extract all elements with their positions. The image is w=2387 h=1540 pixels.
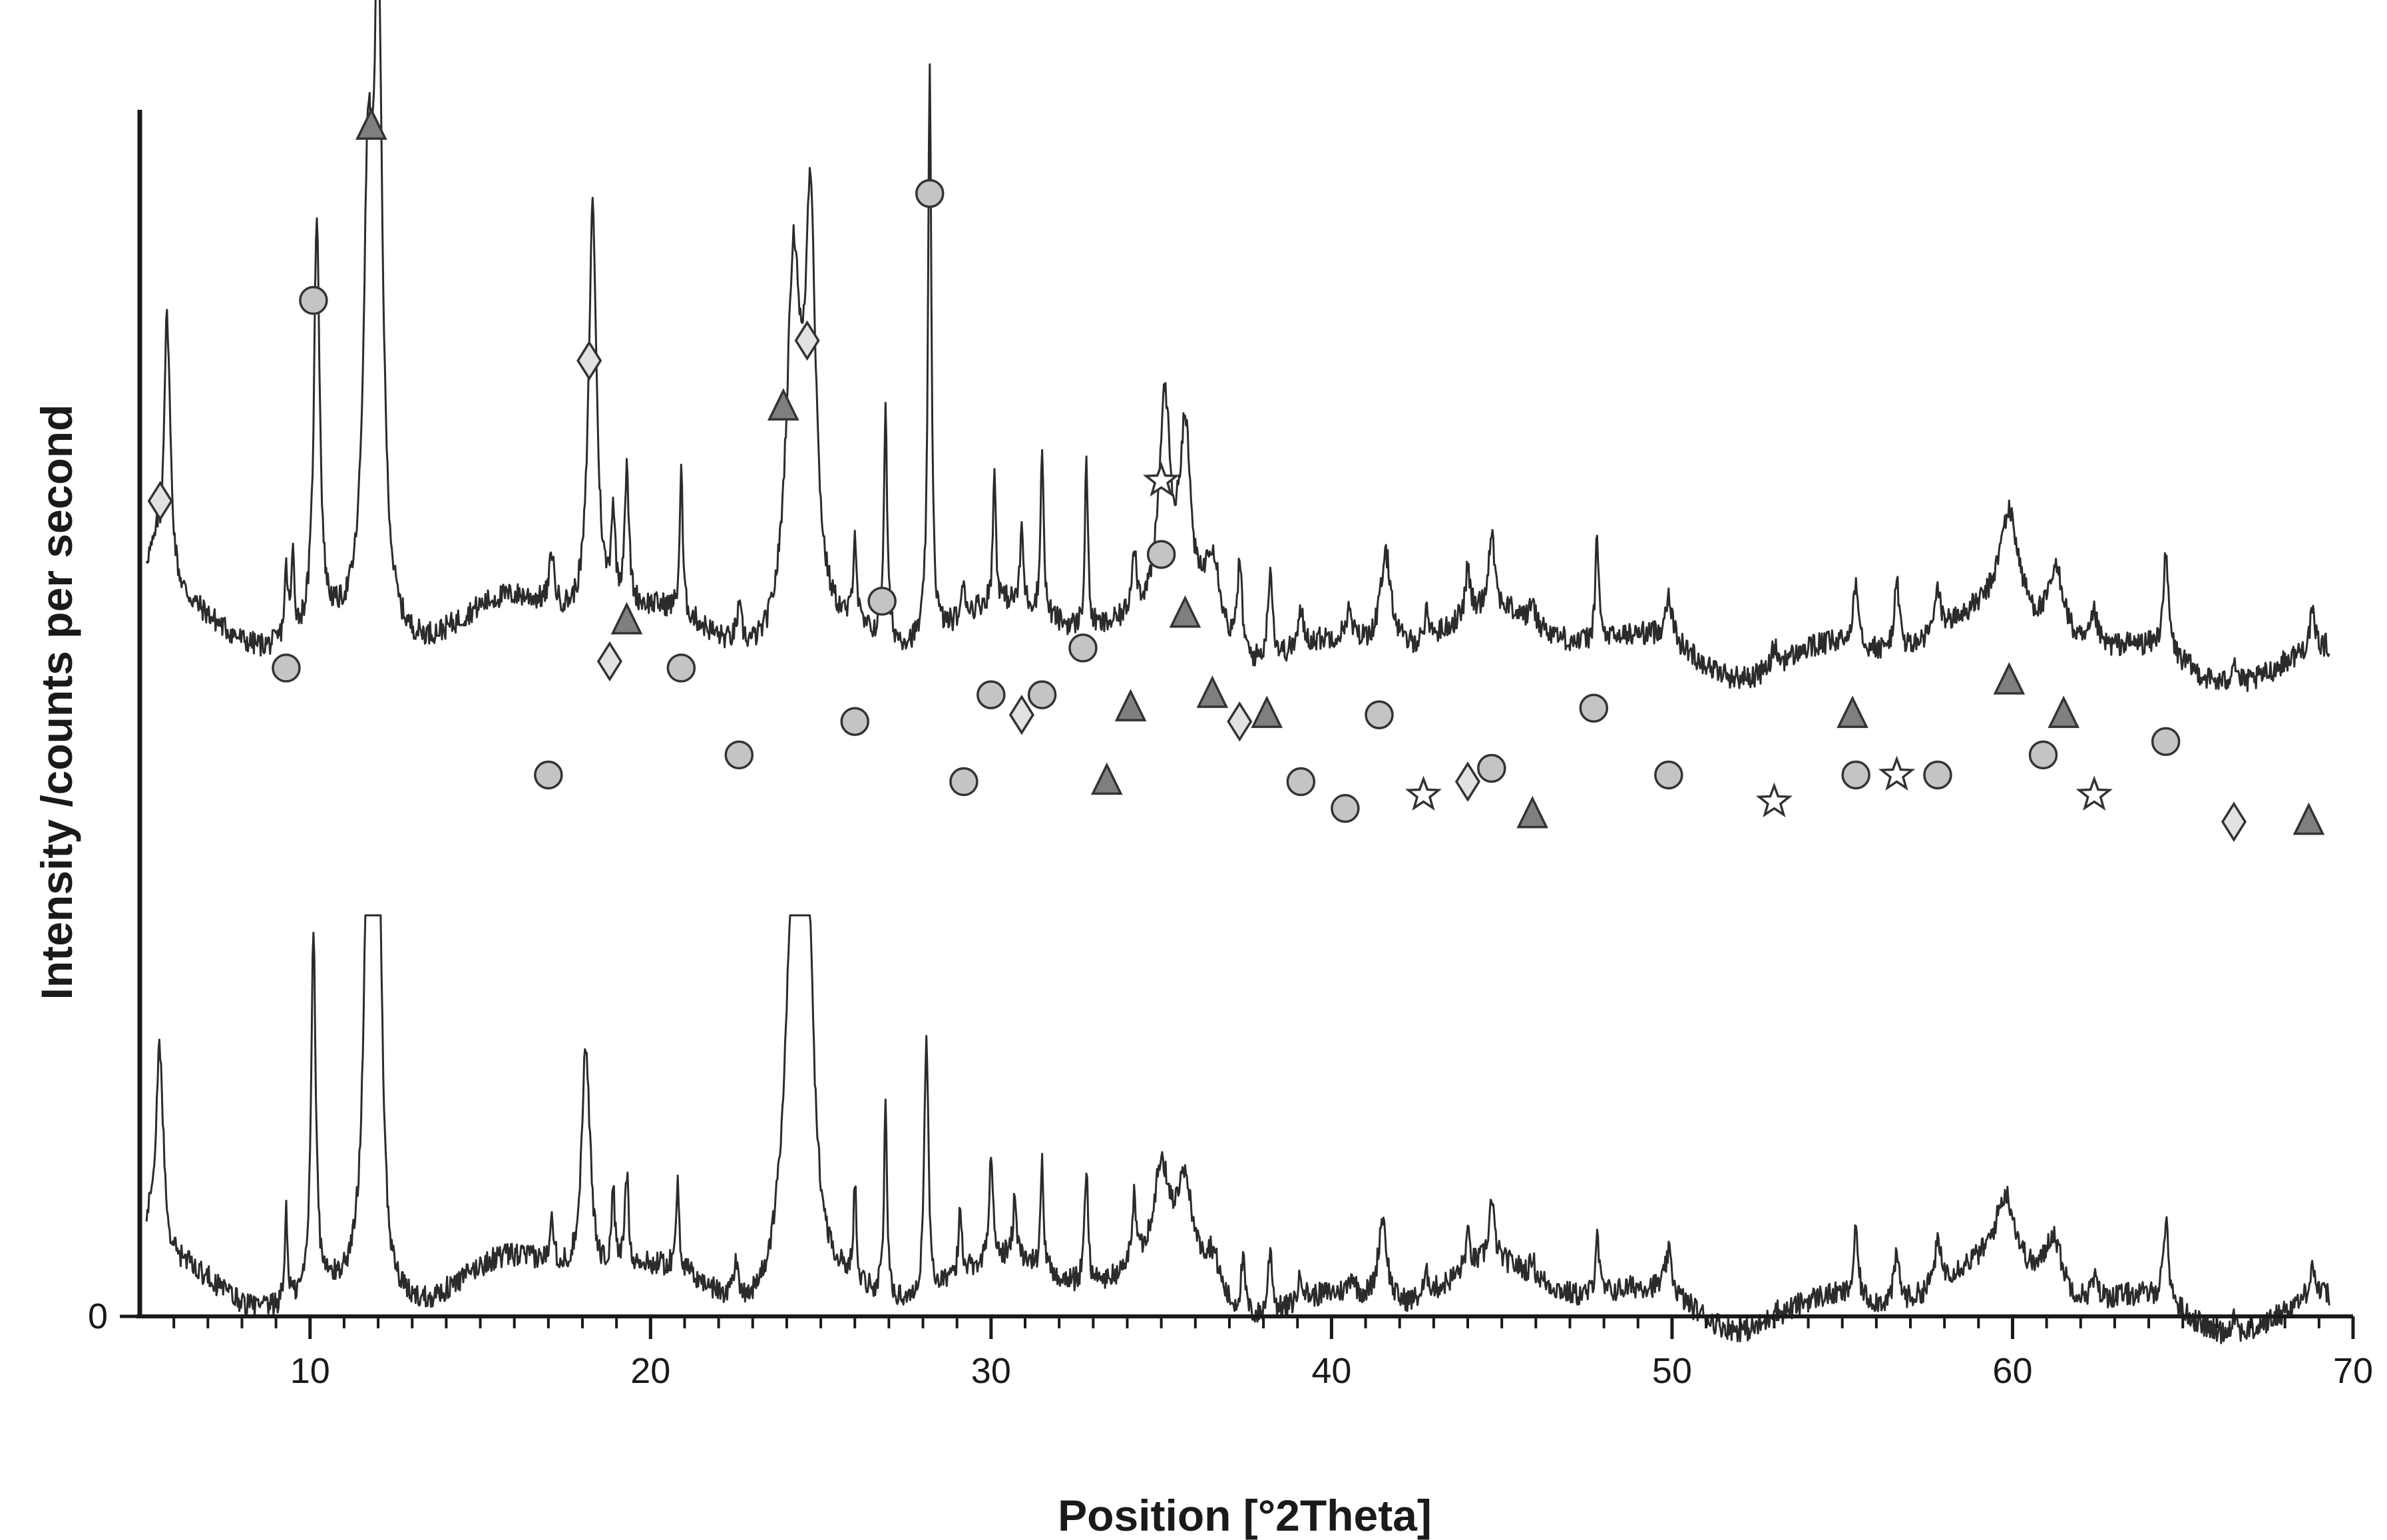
circle-marker — [1331, 793, 1360, 823]
x-tick-label: 60 — [1992, 1351, 2032, 1391]
x-tick-label: 20 — [630, 1351, 670, 1391]
circle-marker — [1654, 760, 1683, 790]
pattern-lower — [145, 914, 2330, 1344]
triangle-marker — [1516, 795, 1548, 829]
x-tick-label: 30 — [971, 1351, 1011, 1391]
circle-marker — [2151, 727, 2181, 757]
y-axis-title: Intensity /counts per second — [32, 405, 81, 1000]
diamond-marker — [1008, 694, 1034, 735]
x-tick-label: 40 — [1311, 1351, 1351, 1391]
circle-marker — [666, 654, 696, 683]
diffraction-patterns — [145, 0, 2330, 1344]
x-axis-tick-labels: 10 20 30 40 50 60 70 — [290, 1351, 2373, 1391]
triangle-marker — [1993, 662, 2026, 695]
star-marker — [2075, 775, 2113, 811]
triangle-marker — [1196, 675, 1229, 708]
diamond-marker — [596, 641, 622, 682]
diamond-marker — [147, 481, 173, 522]
triangle-marker — [1114, 689, 1147, 721]
star-marker — [1405, 775, 1442, 811]
circle-marker — [1146, 540, 1176, 569]
triangle-marker — [1169, 595, 1201, 628]
triangle-marker — [2292, 802, 2325, 835]
triangle-marker — [355, 107, 387, 140]
circle-marker — [949, 767, 978, 797]
circle-marker — [1579, 693, 1609, 723]
y-axis-ticks: 0 — [88, 1296, 140, 1336]
x-tick-label: 50 — [1652, 1351, 1692, 1391]
circle-marker — [1068, 633, 1098, 663]
circle-marker — [977, 680, 1006, 709]
triangle-marker — [1090, 762, 1123, 795]
star-marker — [1878, 755, 1916, 791]
x-axis-title: Position [°2Theta] — [1058, 1491, 1432, 1540]
phase-markers — [147, 107, 2325, 843]
triangle-marker — [2048, 695, 2079, 728]
circle-marker — [724, 740, 754, 770]
circle-marker — [534, 760, 563, 790]
triangle-marker — [1837, 695, 1868, 728]
plot-area — [145, 0, 2330, 1344]
triangle-marker — [1251, 695, 1283, 728]
diamond-marker — [794, 320, 820, 361]
circle-marker — [915, 178, 945, 208]
circle-marker — [299, 286, 328, 315]
diamond-marker — [1454, 761, 1481, 802]
star-marker — [1143, 461, 1180, 497]
circle-marker — [1365, 700, 1394, 729]
axes: 10 20 30 40 50 60 70 0 — [88, 110, 2373, 1391]
circle-marker — [1027, 680, 1057, 709]
diamond-marker — [576, 340, 602, 381]
star-marker — [1755, 782, 1793, 818]
x-tick-label: 10 — [290, 1351, 330, 1391]
y-tick-label: 0 — [88, 1296, 108, 1336]
circle-marker — [272, 654, 301, 683]
x-tick-label: 70 — [2333, 1351, 2373, 1391]
triangle-marker — [767, 388, 799, 421]
circle-marker — [840, 707, 869, 736]
circle-marker — [1923, 760, 1952, 790]
diamond-marker — [2221, 801, 2247, 843]
diamond-marker — [1227, 701, 1253, 742]
triangle-marker — [610, 602, 643, 635]
circle-marker — [2028, 740, 2058, 770]
pattern-upper — [145, 0, 2330, 692]
circle-marker — [867, 586, 897, 616]
circle-marker — [1841, 760, 1870, 790]
x-axis-ticks — [172, 1316, 2355, 1339]
circle-marker — [1286, 767, 1316, 797]
circle-marker — [1477, 753, 1506, 783]
